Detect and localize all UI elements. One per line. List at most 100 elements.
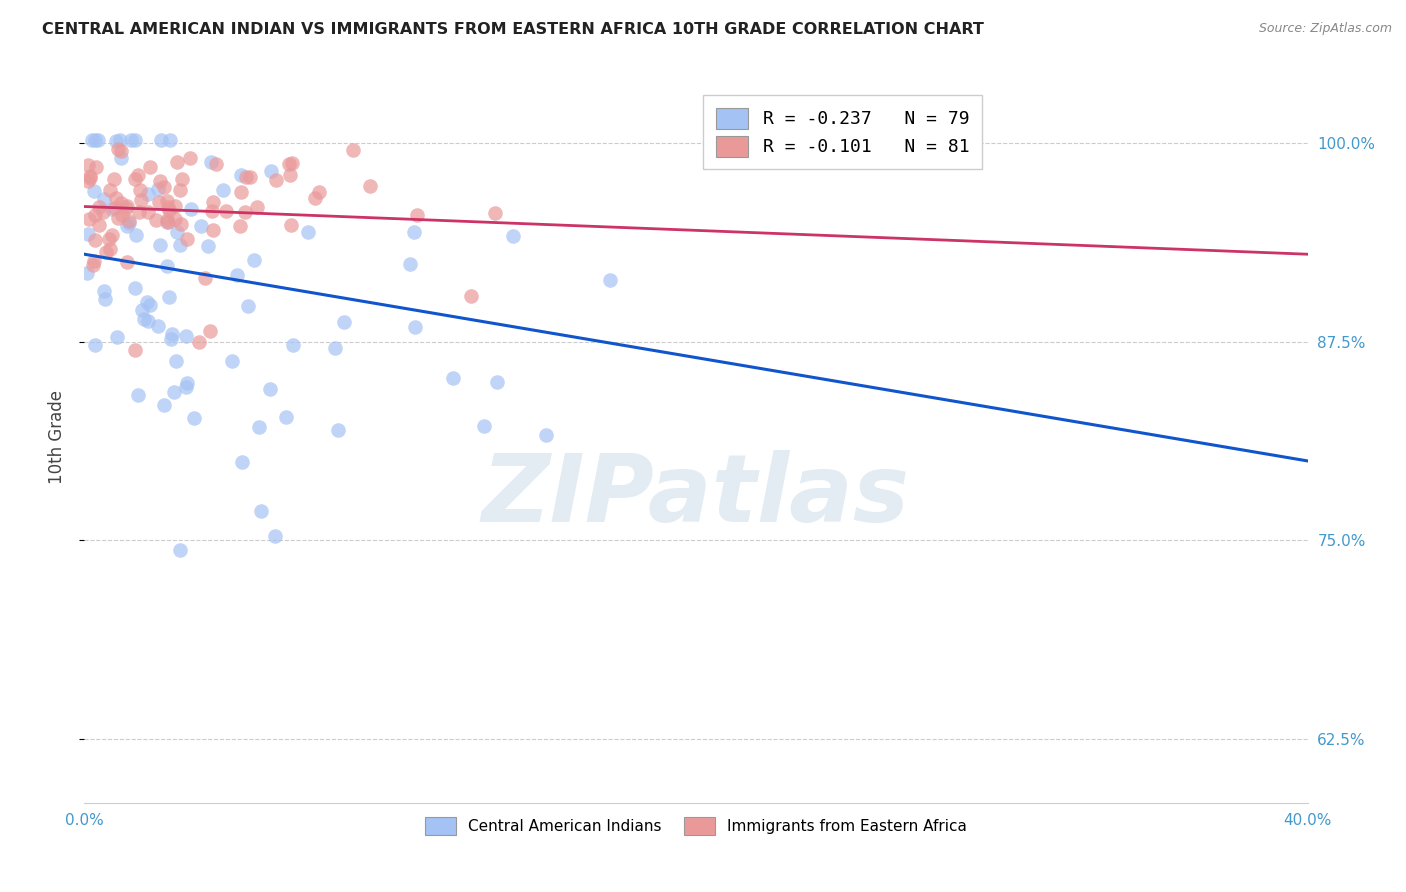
Point (156, 194, 179, 208)
Point (157, 215, 180, 229)
Point (101, 227, 124, 242)
Point (229, 219, 252, 233)
Point (156, 200, 179, 214)
Point (93, 204, 115, 219)
Point (441, 371, 464, 385)
Point (484, 206, 506, 220)
Point (139, 161, 162, 175)
Point (148, 195, 170, 210)
Point (323, 341, 346, 355)
Point (149, 174, 172, 188)
Point (94, 245, 117, 260)
Point (326, 423, 349, 437)
Point (333, 315, 356, 329)
Point (157, 202, 180, 217)
Point (202, 195, 225, 210)
Point (125, 228, 148, 243)
Point (166, 154, 188, 169)
Point (83, 208, 105, 222)
Text: CENTRAL AMERICAN INDIAN VS IMMIGRANTS FROM EASTERN AFRICA 10TH GRADE CORRELATION: CENTRAL AMERICAN INDIAN VS IMMIGRANTS FR… (42, 22, 984, 37)
Text: Source: ZipAtlas.com: Source: ZipAtlas.com (1258, 22, 1392, 36)
Point (100, 202, 122, 216)
Point (245, 200, 267, 214)
Point (83, 133, 105, 147)
Point (93, 193, 115, 207)
Point (201, 204, 224, 219)
Point (84, 338, 107, 352)
Point (243, 253, 266, 268)
Text: ZIPatlas: ZIPatlas (482, 450, 910, 541)
Point (117, 219, 139, 233)
Point (107, 211, 129, 226)
Point (149, 238, 172, 252)
Point (97, 232, 120, 246)
Point (124, 343, 146, 357)
Point (120, 133, 142, 147)
Point (104, 191, 127, 205)
Point (83, 233, 105, 247)
Point (176, 376, 198, 390)
Point (308, 186, 330, 200)
Point (124, 280, 146, 294)
Point (80, 133, 103, 147)
Point (98, 242, 121, 256)
Point (146, 319, 169, 334)
Point (297, 225, 319, 239)
Point (247, 420, 270, 434)
Point (139, 298, 162, 312)
Point (502, 229, 524, 244)
Point (264, 529, 287, 543)
Point (160, 332, 183, 346)
Point (404, 319, 426, 334)
Point (225, 268, 247, 283)
Point (79, 171, 101, 186)
Point (159, 133, 181, 147)
Point (76, 266, 98, 280)
Point (187, 334, 209, 349)
Point (98, 183, 121, 197)
Point (162, 326, 184, 341)
Point (169, 543, 191, 558)
Point (104, 134, 127, 148)
Point (204, 157, 226, 171)
Point (127, 387, 149, 401)
Point (129, 183, 152, 197)
Point (169, 183, 191, 197)
Point (153, 179, 176, 194)
Point (201, 222, 224, 236)
Point (170, 217, 193, 231)
Point (146, 182, 169, 196)
Point (149, 133, 172, 147)
Point (110, 133, 132, 147)
Point (277, 157, 299, 171)
Point (280, 219, 302, 233)
Point (157, 290, 180, 304)
Point (152, 398, 174, 412)
Point (176, 380, 198, 394)
Point (128, 205, 150, 219)
Point (145, 212, 167, 227)
Point (134, 311, 156, 326)
Point (250, 503, 273, 517)
Point (180, 202, 202, 216)
Point (190, 219, 212, 233)
Point (110, 145, 132, 159)
Point (79, 169, 101, 184)
Point (259, 383, 281, 397)
Point (174, 329, 197, 343)
Point (115, 199, 138, 213)
Point (77, 158, 100, 172)
Legend: Central American Indians, Immigrants from Eastern Africa: Central American Indians, Immigrants fro… (418, 810, 974, 843)
Point (127, 168, 149, 182)
Point (136, 294, 159, 309)
Point (342, 143, 364, 157)
Point (194, 271, 217, 285)
Point (399, 257, 422, 271)
Point (165, 199, 187, 213)
Point (124, 133, 146, 147)
Point (117, 213, 139, 227)
Point (198, 324, 221, 338)
Point (131, 303, 153, 318)
Point (211, 183, 233, 197)
Point (214, 203, 236, 218)
